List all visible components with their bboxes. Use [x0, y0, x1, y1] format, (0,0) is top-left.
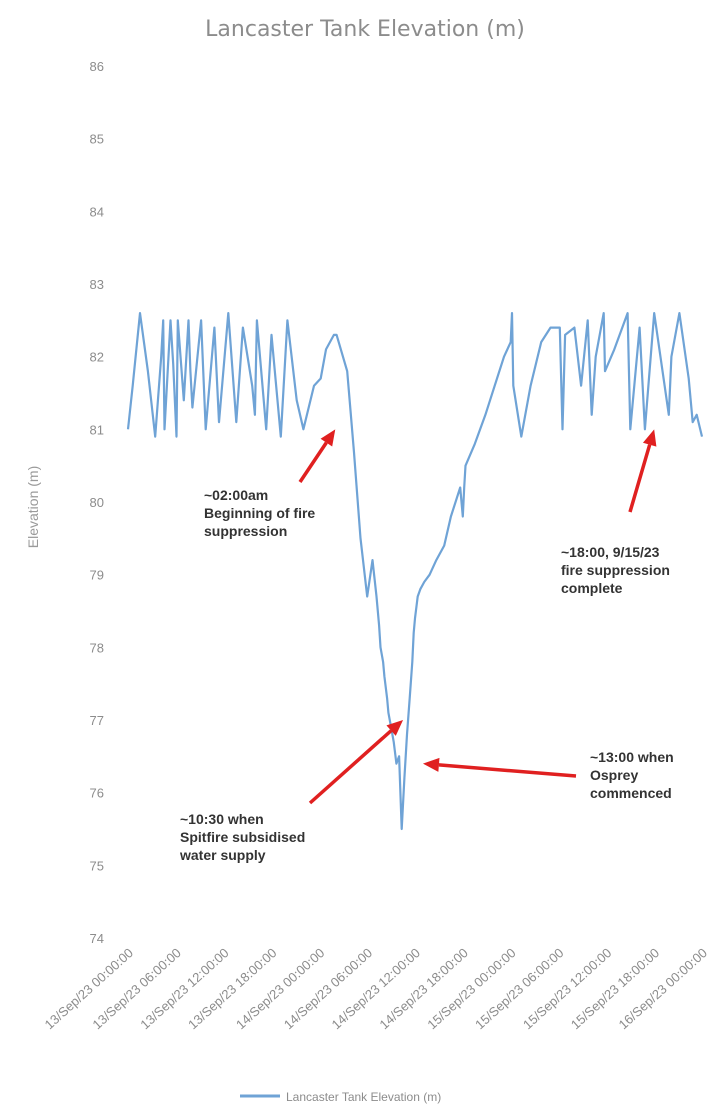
legend-label: Lancaster Tank Elevation (m): [286, 1090, 441, 1104]
x-tick-label: 14/Sep/23 18:00:00: [376, 945, 470, 1032]
series-line: [126, 312, 704, 831]
x-tick-label: 15/Sep/23 12:00:00: [520, 945, 614, 1032]
annotation-text: water supply: [179, 847, 266, 863]
x-tick-label: 15/Sep/23 18:00:00: [568, 945, 662, 1032]
annotation-arrow: [438, 763, 577, 778]
series-group: [126, 312, 704, 831]
y-tick-label: 75: [90, 858, 104, 873]
y-tick-label: 80: [90, 495, 104, 510]
annotation-text: ~13:00 when: [590, 749, 674, 765]
x-tick-label: 13/Sep/23 00:00:00: [42, 945, 136, 1032]
annotation-text: Osprey: [590, 767, 638, 783]
annotation-text: Beginning of fire: [204, 505, 315, 521]
annotation-arrowhead: [386, 720, 404, 736]
annotation: ~13:00 when Osprey commenced: [422, 749, 674, 801]
annotation: ~10:30 when Spitfire subsidised water supp…: [179, 720, 404, 863]
x-tick-label: 16/Sep/23 00:00:00: [616, 945, 710, 1032]
annotation: ~02:00am Beginning of fire suppression: [204, 429, 336, 539]
x-tick-label: 15/Sep/23 06:00:00: [472, 945, 566, 1032]
annotation-text: commenced: [590, 785, 672, 801]
annotation-text: ~02:00am: [204, 487, 268, 503]
x-tick-label: 14/Sep/23 06:00:00: [281, 945, 375, 1032]
annotation-text: Spitfire subsidised: [180, 829, 305, 845]
annotation-arrowhead: [422, 757, 440, 772]
annotations: ~02:00am Beginning of fire suppression ~18:…: [179, 429, 674, 863]
annotation-arrowhead: [320, 429, 336, 447]
y-tick-label: 84: [90, 204, 104, 219]
annotation-text: fire suppression: [561, 562, 670, 578]
annotation-arrow: [628, 444, 652, 513]
chart-title: Lancaster Tank Elevation (m): [205, 17, 525, 42]
y-tick-label: 85: [90, 132, 104, 147]
y-tick-label: 81: [90, 422, 104, 437]
y-tick-label: 83: [90, 277, 104, 292]
annotation-arrow: [308, 729, 393, 805]
annotation-text: complete: [561, 580, 623, 596]
x-tick-label: 13/Sep/23 18:00:00: [185, 945, 279, 1032]
y-tick-label: 78: [90, 640, 104, 655]
y-tick-label: 76: [90, 786, 104, 801]
annotation-text: ~18:00, 9/15/23: [561, 544, 660, 560]
x-tick-label: 13/Sep/23 12:00:00: [137, 945, 231, 1032]
y-tick-label: 74: [90, 931, 104, 946]
annotation-text: suppression: [204, 523, 287, 539]
y-axis-label: Elevation (m): [25, 466, 41, 548]
legend: Lancaster Tank Elevation (m): [240, 1090, 441, 1104]
y-tick-label: 77: [90, 713, 104, 728]
x-tick-label: 14/Sep/23 12:00:00: [329, 945, 423, 1032]
x-tick-label: 14/Sep/23 00:00:00: [233, 945, 327, 1032]
x-tick-label: 15/Sep/23 00:00:00: [424, 945, 518, 1032]
y-tick-label: 86: [90, 59, 104, 74]
y-axis-ticks: 74 75 76 77 78 79 80 81 82 83 84 85 86: [90, 59, 104, 946]
annotation-arrow: [298, 441, 328, 483]
y-tick-label: 82: [90, 350, 104, 365]
y-tick-label: 79: [90, 568, 104, 583]
annotation-arrowhead: [642, 429, 657, 447]
annotation: ~18:00, 9/15/23 fire suppression complete: [561, 429, 670, 596]
x-tick-label: 13/Sep/23 06:00:00: [89, 945, 183, 1032]
annotation-text: ~10:30 when: [180, 811, 264, 827]
